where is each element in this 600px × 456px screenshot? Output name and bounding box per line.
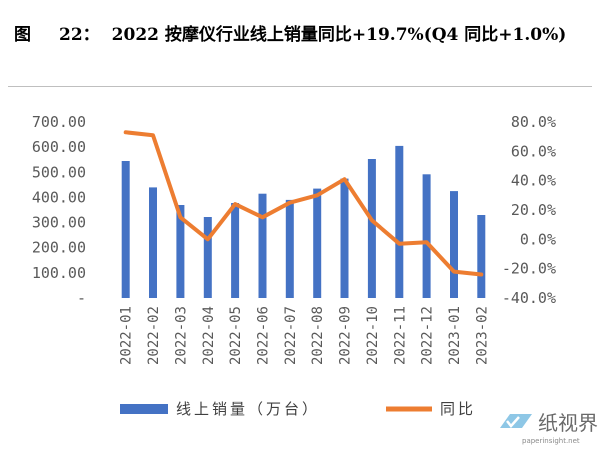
x-tick-2022-04: 2022-04 <box>201 306 217 365</box>
watermark-check-icon <box>506 416 520 428</box>
line-point-2022-12 <box>426 241 428 243</box>
x-tick-2023-01: 2023-01 <box>447 306 463 365</box>
y-right-tick: 80.0% <box>511 113 556 131</box>
line-point-2023-01 <box>453 271 455 273</box>
line-point-2022-09 <box>344 178 345 180</box>
x-tick-2022-10: 2022-10 <box>365 306 381 365</box>
bar-2022-10 <box>367 159 376 298</box>
legend-bar-label: 线上销量（万台） <box>176 400 320 418</box>
y-right-tick: 20.0% <box>511 201 556 219</box>
x-tick-2022-08: 2022-08 <box>310 306 326 365</box>
x-tick-2022-11: 2022-11 <box>392 306 408 365</box>
legend-line-label: 同比 <box>440 400 476 418</box>
y-left-tick: 300.00 <box>32 214 86 232</box>
bar-2022-05 <box>231 203 240 298</box>
bar-2022-09 <box>340 178 349 298</box>
line-point-2022-01 <box>125 131 127 133</box>
x-tick-2022-02: 2022-02 <box>146 306 162 365</box>
legend-bar-swatch <box>120 404 168 414</box>
yoy-line <box>123 130 484 277</box>
line-point-2022-04 <box>207 238 209 240</box>
bar-2022-04 <box>203 217 212 298</box>
y-left-tick: 100.00 <box>32 264 86 282</box>
figure-number: 22： <box>59 25 100 45</box>
y-left-tick: 500.00 <box>32 163 86 181</box>
y-left-tick: - <box>77 289 86 307</box>
figure-title: 图 22： 2022 按摩仪行业线上销量同比+19.7%(Q4 同比+1.0%) <box>14 18 589 52</box>
y-left-tick: 700.00 <box>32 113 86 131</box>
watermark-text: 纸视界 <box>538 411 598 435</box>
bar-2022-03 <box>176 205 185 298</box>
watermark: 纸视界 paperinsight.net <box>500 411 598 445</box>
line-point-2023-02 <box>480 274 482 275</box>
line-point-2022-02 <box>152 134 154 136</box>
line-point-2022-05 <box>234 203 236 205</box>
bar-2022-02 <box>149 187 157 298</box>
line-point-2022-07 <box>289 202 291 204</box>
line-point-2022-10 <box>371 219 373 221</box>
x-tick-2023-02: 2023-02 <box>474 306 490 365</box>
title-divider <box>8 86 592 87</box>
x-tick-2022-09: 2022-09 <box>338 306 354 365</box>
y-left-tick: 400.00 <box>32 188 86 206</box>
bar-2022-08 <box>313 188 322 298</box>
x-tick-2022-05: 2022-05 <box>228 306 244 365</box>
bar-2022-06 <box>258 193 267 298</box>
figure-label: 图 <box>14 25 31 45</box>
bar-2022-07 <box>285 199 294 298</box>
y-left-tick: 200.00 <box>32 239 86 257</box>
x-tick-2022-03: 2022-03 <box>173 306 189 365</box>
line-point-2022-08 <box>316 194 318 196</box>
x-tick-2022-06: 2022-06 <box>256 306 272 365</box>
figure-title-text: 2022 按摩仪行业线上销量同比+19.7%(Q4 同比+1.0%) <box>111 25 567 45</box>
y-right-tick: -20.0% <box>502 260 556 278</box>
bar-2022-12 <box>422 174 431 298</box>
bar-2023-01 <box>450 191 458 298</box>
y-right-tick: 0.0% <box>520 230 556 248</box>
watermark-url: paperinsight.net <box>522 437 580 445</box>
bar-2022-01 <box>121 161 130 298</box>
line-point-2022-06 <box>262 216 263 218</box>
line-point-2022-11 <box>398 243 400 245</box>
y-right-tick: 40.0% <box>511 172 556 190</box>
y-right-tick: -40.0% <box>502 289 556 307</box>
bar-2022-11 <box>395 145 404 298</box>
x-tick-2022-01: 2022-01 <box>119 306 135 365</box>
y-left-tick: 600.00 <box>32 138 86 156</box>
y-right-tick: 60.0% <box>511 142 556 160</box>
line-point-2022-03 <box>179 216 181 218</box>
x-tick-2022-07: 2022-07 <box>283 306 299 365</box>
bar-2023-02 <box>477 215 486 298</box>
x-tick-2022-12: 2022-12 <box>420 306 436 365</box>
